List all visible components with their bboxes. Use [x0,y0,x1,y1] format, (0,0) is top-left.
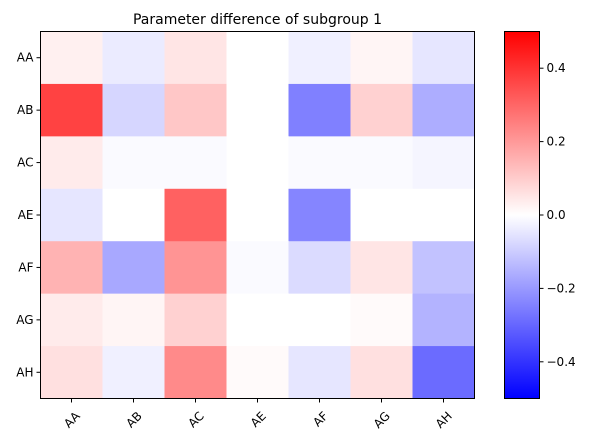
colorbar-tick-label: 0.2 [547,135,566,149]
y-tick-label: AH [16,365,33,379]
y-tick-label: AA [17,51,35,65]
heatmap-cell [350,293,413,347]
heatmap-cell [40,83,103,137]
heatmap-cell [226,83,289,137]
colorbar-tick-label: −0.2 [547,281,576,295]
heatmap-cell [288,293,351,347]
heatmap-cell [350,346,413,399]
heatmap-cell [288,346,351,399]
heatmap-cell [164,136,227,190]
colorbar-tick-label: −0.4 [547,355,576,369]
heatmap-cell [226,241,289,295]
colorbar [504,31,540,399]
heatmap-cell [164,346,227,399]
heatmap-cell [40,293,103,347]
heatmap-cell [288,83,351,137]
heatmap-cell [350,136,413,190]
heatmap-cell [350,31,413,85]
heatmap-cell [40,31,103,85]
y-tick-label: AE [18,208,34,222]
heatmap-cell [102,293,165,347]
y-tick-label: AG [16,313,33,327]
heatmap-cell [412,188,475,242]
heatmap-cell [412,293,475,347]
heatmap-cell [226,293,289,347]
heatmap-cell [412,136,475,190]
heatmap-cell [40,346,103,399]
heatmap-cell [102,136,165,190]
heatmap-cell [412,83,475,137]
y-axis: AA AB AC AE AF AG AH [16,51,41,379]
heatmap-cell [226,31,289,85]
heatmap-cell [40,241,103,295]
colorbar-tick-label: 0.4 [547,61,566,75]
y-tick-label: AF [18,260,33,274]
heatmap-cell [226,346,289,399]
heatmap-cell [102,31,165,85]
heatmap-cell [412,241,475,295]
colorbar-axis: 0.4 0.2 0.0 −0.2 −0.4 [539,61,576,369]
heatmap-cell [102,346,165,399]
heatmap-cell [164,31,227,85]
heatmap-cell [226,136,289,190]
heatmap-cell [164,293,227,347]
heatmap-cell [102,188,165,242]
heatmap-cell [164,241,227,295]
heatmap-cell [350,241,413,295]
heatmap-cell [102,83,165,137]
chart-title: Parameter difference of subgroup 1 [133,12,382,28]
heatmap-cell [412,31,475,85]
heatmap-cells [40,31,475,399]
heatmap-cell [40,188,103,242]
heatmap-cell [288,136,351,190]
heatmap-cell [40,136,103,190]
heatmap-cell [288,241,351,295]
heatmap-cell [288,188,351,242]
heatmap-cell [164,83,227,137]
colorbar-tick-label: 0.0 [547,208,566,222]
heatmap-cell [102,241,165,295]
heatmap-cell [412,346,475,399]
heatmap-cell [226,188,289,242]
heatmap-cell [288,31,351,85]
y-tick-label: AB [17,103,33,117]
y-tick-label: AC [17,156,33,170]
heatmap-cell [350,83,413,137]
heatmap-cell [164,188,227,242]
heatmap-cell [350,188,413,242]
